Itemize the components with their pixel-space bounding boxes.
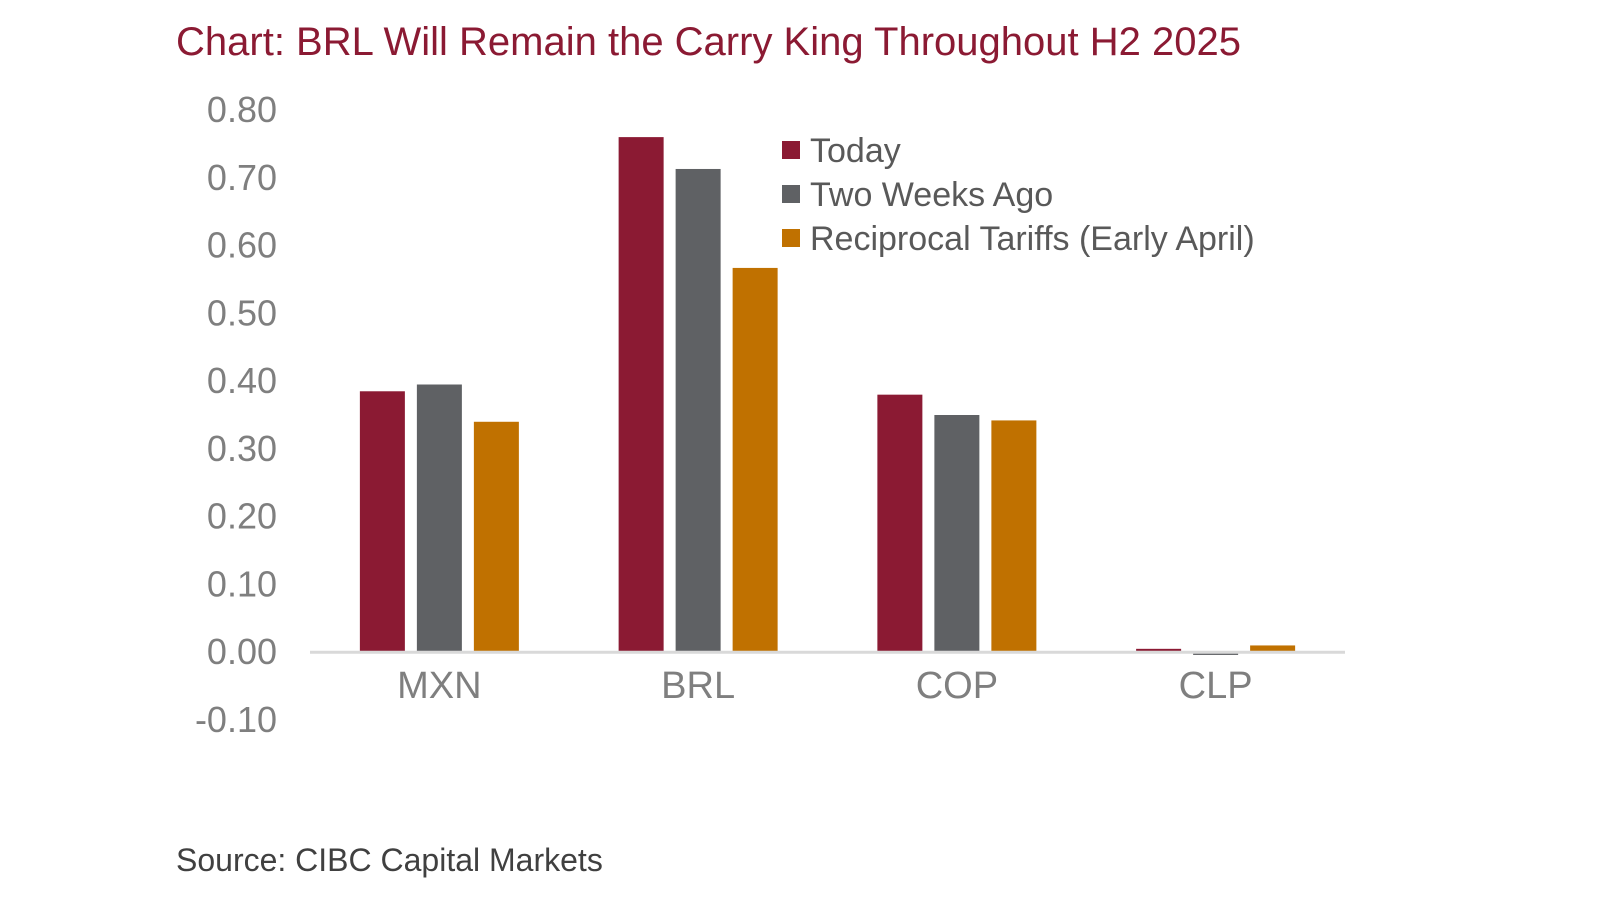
legend-swatch <box>782 229 800 247</box>
bar-mxn-series-2 <box>416 384 462 653</box>
source-note: Source: CIBC Capital Markets <box>176 842 603 878</box>
legend-swatch <box>782 185 800 203</box>
bar-mxn-series-3 <box>473 421 519 653</box>
y-tick-label: 0.50 <box>207 292 277 333</box>
bar-brl-series-2 <box>675 168 721 653</box>
y-tick-label: 0.00 <box>207 631 277 672</box>
x-category-label: COP <box>916 665 998 707</box>
y-tick-label: 0.60 <box>207 225 277 266</box>
y-tick-label: 0.70 <box>207 157 277 198</box>
x-category-label: CLP <box>1179 665 1253 707</box>
bar-mxn-series-1 <box>359 391 405 653</box>
legend-swatch <box>782 141 800 159</box>
legend-label: Two Weeks Ago <box>810 176 1053 214</box>
bar-cop-series-2 <box>934 415 980 653</box>
bars <box>359 137 1296 655</box>
y-tick-label: 0.10 <box>207 563 277 604</box>
y-tick-label: 0.80 <box>207 89 277 130</box>
legend: Today Two Weeks Ago Reciprocal Tariffs (Ea… <box>782 132 1255 258</box>
bar-cop-series-1 <box>877 394 923 653</box>
y-tick-label: -0.10 <box>195 699 277 740</box>
y-axis-labels: 0.80 0.70 0.60 0.50 0.40 0.30 0.20 0.10 0.00 -0.1… <box>195 89 277 740</box>
y-tick-label: 0.20 <box>207 496 277 537</box>
chart-title: Chart: BRL Will Remain the Carry King Th… <box>176 20 1241 64</box>
legend-label: Reciprocal Tariffs (Early April) <box>810 220 1255 258</box>
y-tick-label: 0.30 <box>207 428 277 469</box>
x-axis-labels: MXN BRL COP CLP <box>397 665 1252 707</box>
legend-label: Today <box>810 132 901 170</box>
bar-clp-series-3 <box>1250 645 1296 653</box>
x-category-label: BRL <box>661 665 735 707</box>
bar-clp-series-1 <box>1136 648 1182 653</box>
bar-brl-series-1 <box>618 137 664 653</box>
bar-cop-series-3 <box>991 420 1037 653</box>
bar-brl-series-3 <box>732 267 778 653</box>
y-tick-label: 0.40 <box>207 360 277 401</box>
x-category-label: MXN <box>397 665 481 707</box>
